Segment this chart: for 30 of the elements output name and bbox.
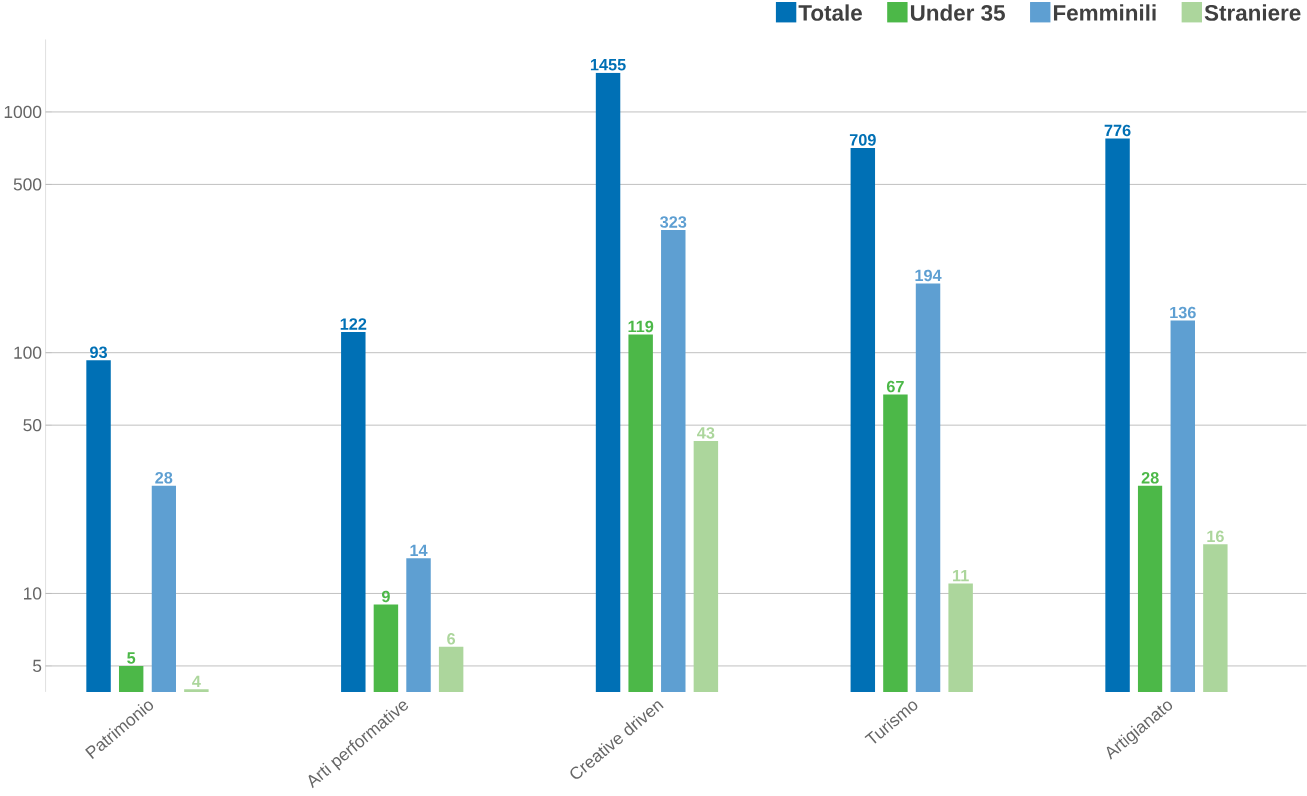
legend-label: Totale <box>798 4 862 21</box>
y-tick-label: 5 <box>33 659 42 673</box>
data-label: 5 <box>127 652 136 664</box>
data-label: 1455 <box>590 59 626 71</box>
y-tick-label: 100 <box>14 346 42 359</box>
data-label: 93 <box>90 346 108 359</box>
y-tick-label: 1000 <box>4 105 42 119</box>
y-tick-label: 10 <box>24 587 42 600</box>
y-tick-label: 500 <box>13 178 42 191</box>
data-label: 11 <box>953 570 969 582</box>
data-label: 28 <box>1141 472 1159 484</box>
data-label: 709 <box>849 134 876 146</box>
data-label: 9 <box>381 590 390 603</box>
legend-label: Under 35 <box>910 4 1005 21</box>
data-label: 16 <box>1207 530 1224 543</box>
data-label: 6 <box>447 633 456 645</box>
data-label: 776 <box>1104 124 1131 137</box>
data-label: 122 <box>340 318 367 330</box>
data-label: 136 <box>1170 306 1196 319</box>
data-label: 4 <box>192 675 201 688</box>
data-label: 28 <box>155 472 173 484</box>
data-label: 323 <box>660 216 687 228</box>
y-tick-label: 50 <box>23 419 42 432</box>
data-label: 119 <box>628 320 654 333</box>
data-label: 67 <box>886 380 904 393</box>
legend-label: Straniere <box>1204 4 1301 21</box>
data-label: 14 <box>410 544 428 557</box>
legend-label: Femminili <box>1053 4 1156 21</box>
data-label: 194 <box>915 269 942 282</box>
data-label: 43 <box>697 427 715 439</box>
